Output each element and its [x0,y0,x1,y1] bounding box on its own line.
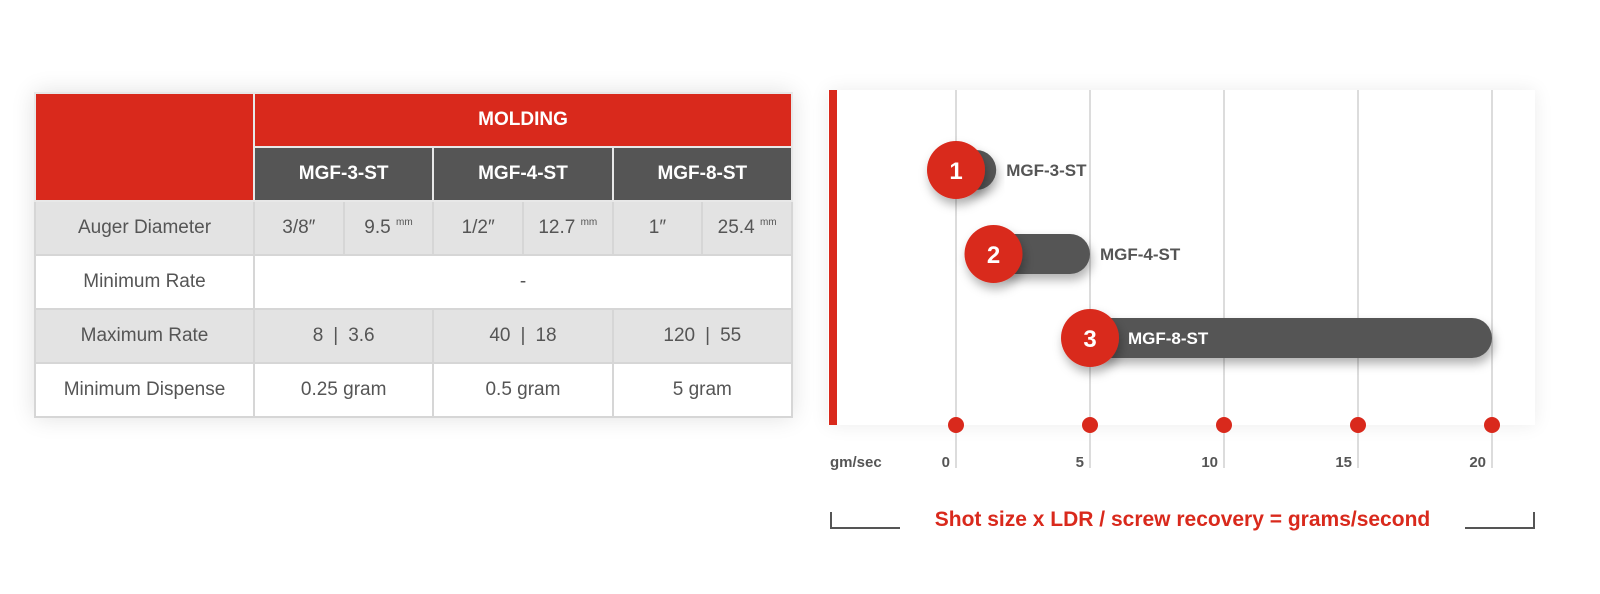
tick-dot [948,417,964,433]
badge-circle [964,225,1023,283]
badge-number: 2 [987,242,1000,269]
row-label: Maximum Rate [34,308,255,364]
specs-table: MOLDING MGF-3-ST MGF-4-ST MGF-8-ST Auger… [34,92,794,418]
group-header: MOLDING [253,92,793,148]
tick-label: 15 [1335,454,1352,471]
model-header: MGF-8-ST [611,146,794,202]
cell: - [253,254,793,310]
x-axis-label: gm/sec [830,454,882,471]
chart-caption: Shot size x LDR / screw recovery = grams… [934,508,1431,531]
cell: 25.4 mm [701,200,793,256]
cell: 40 | 18 [432,308,614,364]
cell: 120 | 55 [611,308,794,364]
bar-label: MGF-3-ST [1006,161,1087,180]
table-row: Auger Diameter 3/8″ 9.5 mm 1/2″ 12.7 mm … [34,200,793,256]
cell: 1/2″ [432,200,524,256]
badge-number: 1 [949,158,962,185]
tick-label: 0 [942,454,950,471]
table-row: Minimum Dispense 0.25 gram 0.5 gram 5 gr… [34,362,794,418]
tick-dot [1350,417,1366,433]
corner-cell [34,92,255,202]
bracket-right [1465,512,1535,529]
cell: 0.5 gram [432,362,614,418]
cell: 5 gram [611,362,794,418]
bar [1090,318,1492,358]
badge-circle [927,141,985,199]
chart-accent-bar [829,90,837,425]
tick-label: 5 [1076,454,1084,471]
bar-label: MGF-8-ST [1128,329,1209,348]
model-header: MGF-4-ST [432,146,614,202]
row-label: Minimum Dispense [34,362,255,418]
badge-circle [1061,309,1119,367]
cell: 0.25 gram [252,362,435,418]
cell: 1″ [611,200,704,256]
bracket-left [830,512,900,529]
model-header: MGF-3-ST [252,146,435,202]
row-label: Minimum Rate [34,254,255,310]
badge-number: 3 [1083,326,1096,353]
tick-label: 20 [1469,454,1486,471]
tick-label: 10 [1201,454,1218,471]
table-row: Minimum Rate - [34,254,793,310]
cell: 12.7 mm [521,200,614,256]
table-row: Maximum Rate 8 | 3.6 40 | 18 120 | 55 [34,308,794,364]
cell: 9.5 mm [342,200,435,256]
tick-dot [1216,417,1232,433]
tick-dot [1484,417,1500,433]
bar-label: MGF-4-ST [1100,245,1181,264]
cell: 3/8″ [253,200,345,256]
row-label: Auger Diameter [34,200,255,256]
cell: 8 | 3.6 [252,308,435,364]
tick-dot [1082,417,1098,433]
